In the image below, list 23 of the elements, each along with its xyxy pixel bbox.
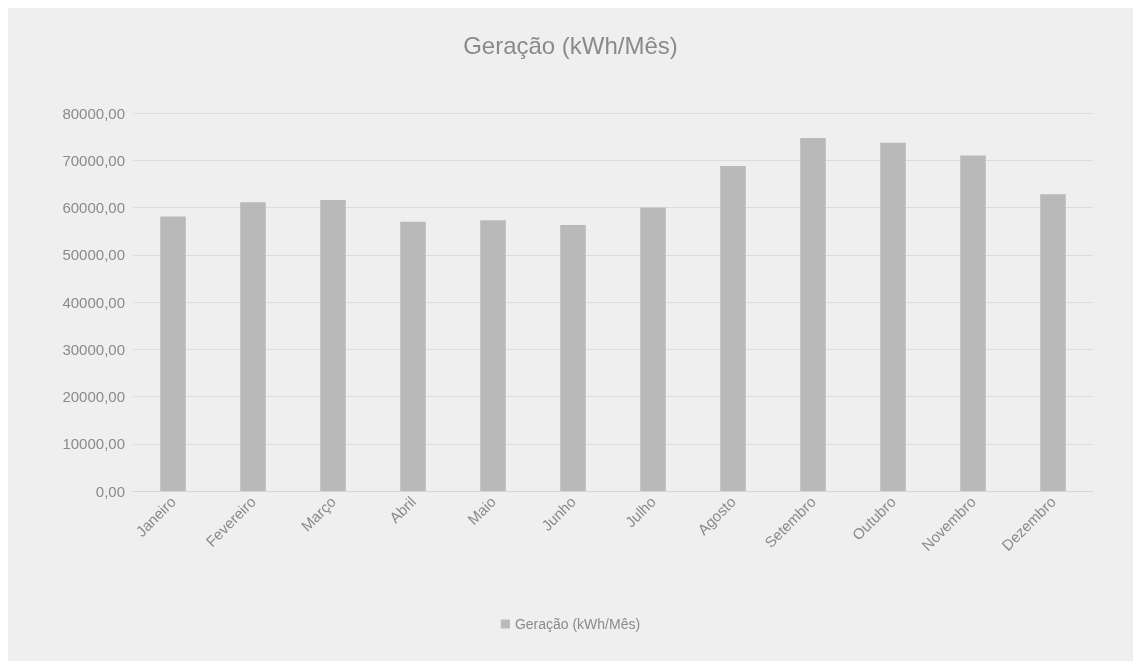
y-tick-label: 40000,00 [62, 293, 125, 311]
bar [640, 207, 666, 491]
bar [400, 221, 426, 491]
y-tick-label: 30000,00 [62, 340, 125, 358]
bar [160, 216, 186, 491]
bar [800, 138, 826, 491]
y-tick-label: 20000,00 [62, 388, 125, 405]
y-tick-label: 10000,00 [62, 435, 125, 453]
bar [1040, 194, 1066, 491]
bar [880, 142, 906, 491]
y-tick-label: 60000,00 [62, 199, 125, 216]
y-tick-label: 50000,00 [62, 246, 125, 264]
bar [480, 220, 506, 491]
y-tick-label: 70000,00 [62, 151, 125, 169]
bar [720, 165, 746, 491]
y-tick-label: 80000,00 [62, 104, 125, 122]
bar [960, 155, 986, 491]
chart-title: Geração (kWh/Mês) [463, 31, 678, 59]
bar [320, 199, 346, 491]
legend-label: Geração (kWh/Mês) [514, 616, 641, 632]
bar [240, 202, 266, 491]
y-tick-label: 0,00 [95, 482, 125, 500]
bar [560, 224, 586, 491]
